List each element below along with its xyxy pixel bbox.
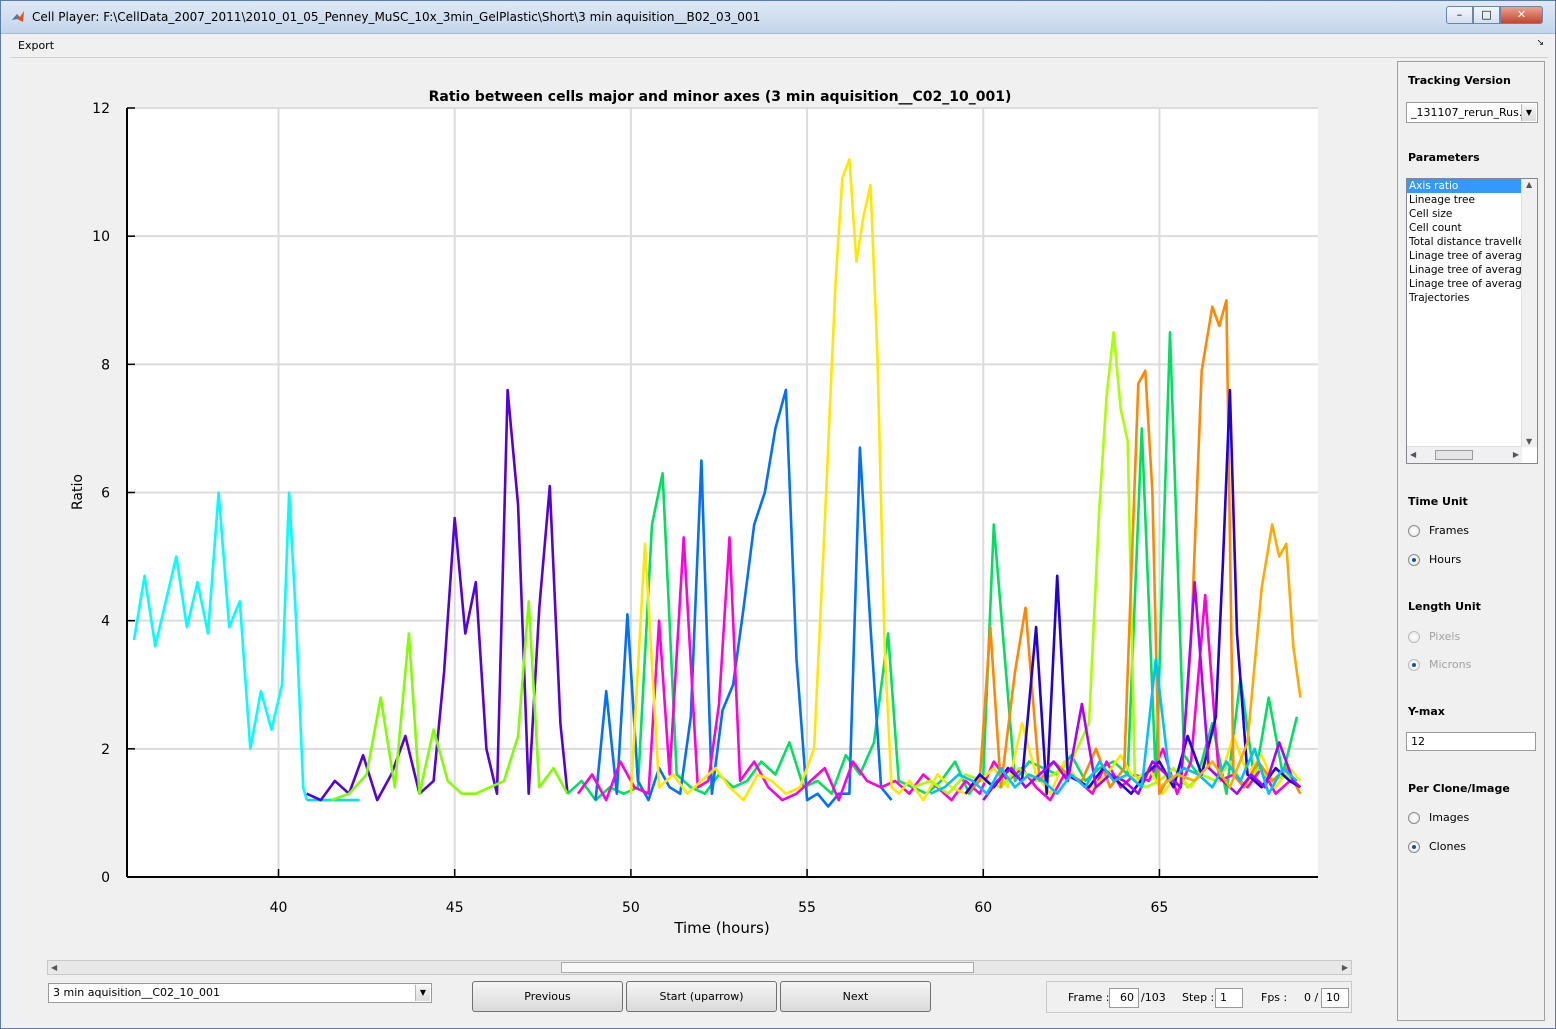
main-area: 40 45 50 55 60 65 0 2 4 6 8 10 12 Ratio between cell… [10,59,1548,1024]
series-group [132,158,1302,808]
title-bar: Cell Player: F:\CellData_2007_2011\2010_… [1,1,1555,34]
step-input[interactable]: 1 [1215,988,1243,1008]
list-horizontal-scrollbar[interactable]: ◀ ▶ [1407,446,1522,463]
image-select-value: 3 min aquisition__C02_10_001 [53,986,221,999]
x-tick-label: 45 [446,900,464,916]
time-unit-label: Time Unit [1408,495,1468,508]
parameter-item[interactable]: Lineage tree [1409,194,1475,206]
parameters-list[interactable]: Axis ratio Lineage tree Cell size Cell coun… [1406,178,1538,464]
parameter-item[interactable]: Linage tree of average [1409,264,1529,276]
start-button[interactable]: Start (uparrow) [626,981,777,1012]
series-line-0 [132,491,308,801]
series-line-4 [566,330,1299,802]
series-line-13 [1158,523,1302,789]
series-line-11 [982,580,1302,801]
ticks: 40 45 50 55 60 65 0 2 4 6 8 10 12 [92,101,1168,916]
window-title: Cell Player: F:\CellData_2007_2011\2010_… [32,10,761,24]
scroll-left-icon[interactable]: ◀ [51,963,58,972]
parameters-label: Parameters [1408,151,1480,164]
parameter-item[interactable]: Total distance travelled [1409,236,1532,248]
dock-icon[interactable]: ↘ [1536,38,1544,48]
matlab-icon [11,10,25,24]
radio-button[interactable] [1408,554,1420,566]
tracking-version-value: _131107_rerun_Rus... [1411,106,1530,119]
y-tick-label: 6 [101,486,110,502]
menu-export[interactable]: Export [18,39,55,52]
length-unit-label: Length Unit [1408,600,1481,613]
list-hscroll-thumb[interactable] [1435,450,1473,460]
close-icon: ✕ [1516,8,1527,21]
image-select[interactable]: 3 min aquisition__C02_10_001 ▼ [48,983,432,1003]
radio-label: Pixels [1429,630,1461,643]
series-line-2 [306,388,569,802]
scroll-right-icon[interactable]: ▶ [1341,963,1348,972]
x-axis-label: Time (hours) [673,919,769,937]
step-label: Step : [1182,991,1215,1004]
per-clone-image-label: Per Clone/Image [1408,782,1510,795]
y-tick-label: 2 [101,742,110,758]
frame-controls: Frame : 60 /103 Step : 1 Fps : 0 / 10 [1046,981,1352,1013]
parameter-item[interactable]: Linage tree of average [1409,250,1529,262]
y-tick-label: 12 [92,101,110,117]
axis-ratio-chart: 40 45 50 55 60 65 0 2 4 6 8 10 12 Ratio between cell… [70,89,1318,937]
parameter-item[interactable]: Cell count [1409,222,1462,234]
frame-input[interactable]: 60 [1109,988,1139,1008]
y-axis-label: Ratio [70,474,86,510]
y-tick-label: 4 [101,614,110,630]
next-button[interactable]: Next [780,981,931,1012]
frame-total: /103 [1141,991,1166,1004]
radio-label: Clones [1429,840,1466,853]
radio-label: Hours [1429,553,1462,566]
scroll-up-icon[interactable]: ▲ [1526,180,1533,189]
fps-current: 0 / [1304,991,1319,1004]
radio-button [1408,659,1420,671]
scroll-down-icon[interactable]: ▼ [1526,437,1533,446]
radio-button[interactable] [1408,841,1420,853]
x-tick-label: 55 [798,900,816,916]
previous-button[interactable]: Previous [472,981,623,1012]
y-tick-label: 0 [101,870,110,886]
x-tick-label: 65 [1151,900,1169,916]
frame-label: Frame : [1068,991,1110,1004]
chart-title: Ratio between cells major and minor axes… [429,89,1012,105]
fps-label: Fps : [1261,991,1288,1004]
radio-button [1408,631,1420,643]
close-button[interactable]: ✕ [1500,6,1543,24]
chevron-down-icon: ▼ [1521,104,1536,121]
minimize-button[interactable]: – [1446,6,1473,24]
chevron-down-icon: ▼ [415,985,430,1001]
list-vertical-scrollbar[interactable]: ▲ ▼ [1521,179,1537,447]
radio-button[interactable] [1408,525,1420,537]
radio-button[interactable] [1408,812,1420,824]
scroll-right-icon[interactable]: ▶ [1512,450,1519,459]
ymax-label: Y-max [1408,705,1445,718]
radio-label: Frames [1429,524,1470,537]
settings-panel: Tracking Version _131107_rerun_Rus... ▼ … [1397,61,1545,1021]
menu-bar: Export ↘ [10,34,1548,58]
parameter-item[interactable]: Cell size [1409,208,1453,220]
scroll-left-icon[interactable]: ◀ [1410,450,1417,459]
maximize-icon: □ [1481,8,1492,21]
radio-label: Images [1429,811,1470,824]
parameter-item[interactable]: Trajectories [1409,292,1470,304]
radio-label: Microns [1429,658,1472,671]
series-line-3 [330,600,569,802]
x-tick-label: 60 [974,900,992,916]
frame-scrollbar-thumb[interactable] [561,962,974,973]
grid [127,107,1318,878]
parameter-item[interactable]: Axis ratio [1407,179,1537,193]
y-tick-label: 10 [92,229,110,245]
frame-scrollbar[interactable]: ◀ ▶ [47,960,1352,975]
y-tick-label: 8 [101,357,110,373]
x-tick-label: 50 [622,900,640,916]
tracking-version-label: Tracking Version [1408,74,1511,87]
fps-input[interactable]: 10 [1321,988,1349,1008]
minimize-icon: – [1456,8,1463,21]
x-tick-label: 40 [270,900,288,916]
parameter-item[interactable]: Linage tree of average [1409,278,1529,290]
tracking-version-select[interactable]: _131107_rerun_Rus... ▼ [1406,102,1538,123]
maximize-button[interactable]: □ [1473,6,1500,24]
ymax-input[interactable]: 12 [1406,732,1536,751]
